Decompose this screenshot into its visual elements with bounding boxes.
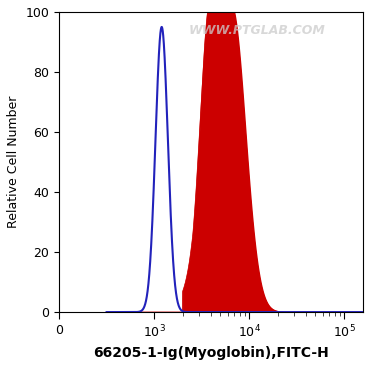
X-axis label: 66205-1-Ig(Myoglobin),FITC-H: 66205-1-Ig(Myoglobin),FITC-H	[93, 346, 329, 360]
Y-axis label: Relative Cell Number: Relative Cell Number	[7, 96, 20, 228]
Text: WWW.PTGLAB.COM: WWW.PTGLAB.COM	[188, 24, 325, 37]
